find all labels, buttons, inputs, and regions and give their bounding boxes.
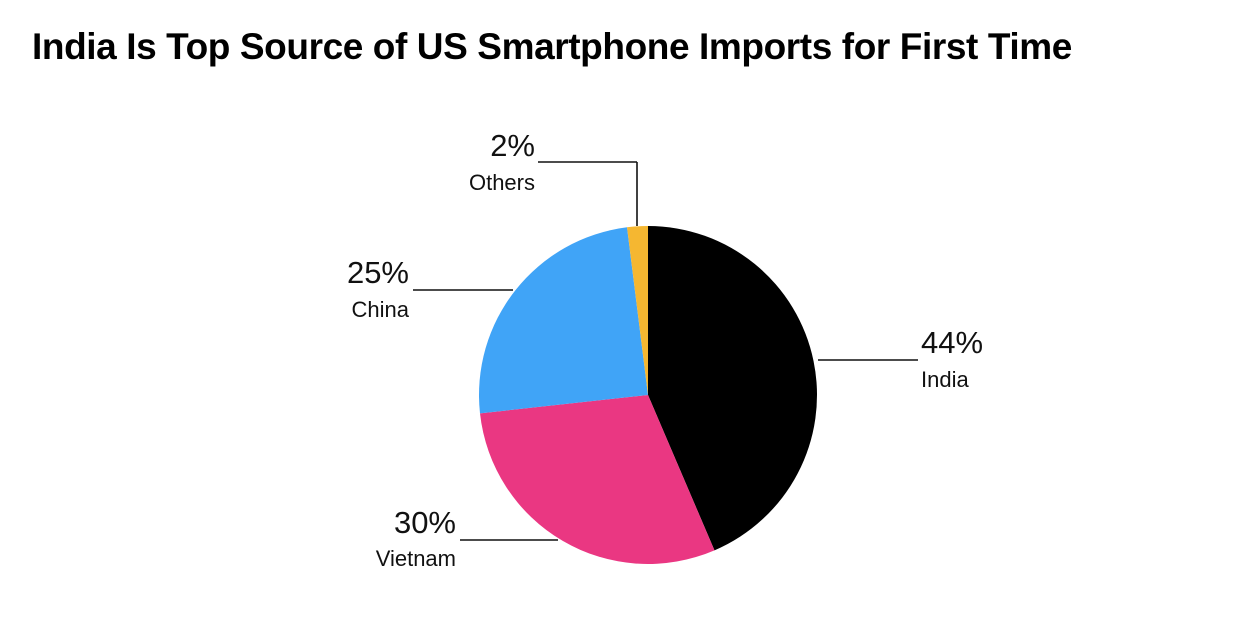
pie-slice-vietnam [480,395,715,564]
pie-slices [479,226,817,564]
category-label-india: India [921,367,969,392]
chart-title: India Is Top Source of US Smartphone Imp… [32,26,1072,67]
category-label-others: Others [469,170,535,195]
pie-slice-india [648,226,817,551]
data-label-vietnam: 30% [394,505,456,540]
category-label-china: China [352,297,410,322]
pie-slice-others [627,226,648,395]
pie-slice-china [479,227,648,414]
pie-annotations: 44% India 30% Vietnam 25% China 2% Others [347,128,983,571]
data-label-india: 44% [921,325,983,360]
category-label-vietnam: Vietnam [376,546,456,571]
data-label-others: 2% [490,128,535,163]
data-label-china: 25% [347,255,409,290]
